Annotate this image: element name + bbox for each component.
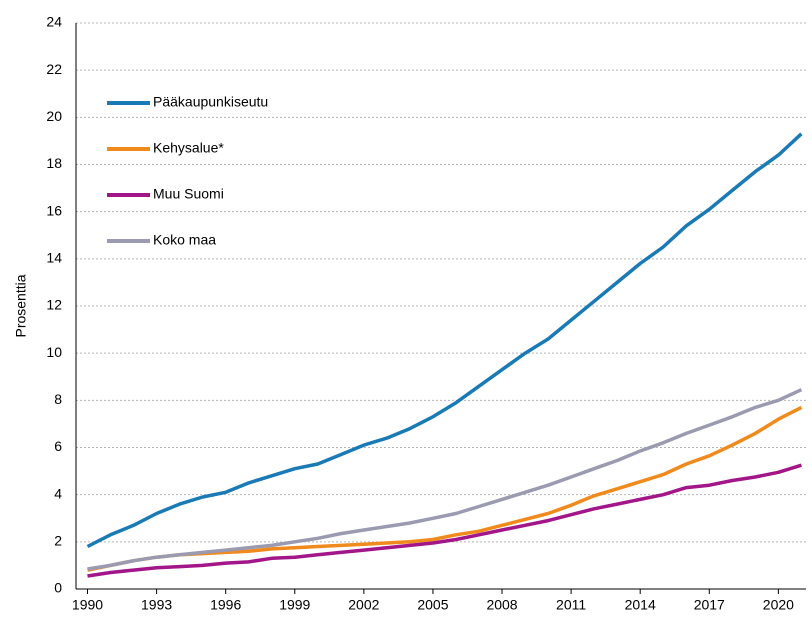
legend-label: Koko maa [153, 232, 216, 248]
x-tick-label: 1996 [210, 597, 241, 613]
x-tick-label: 1990 [72, 597, 103, 613]
y-tick-label: 16 [46, 202, 62, 218]
y-tick-label: 8 [54, 391, 62, 407]
x-tick-label: 2005 [417, 597, 448, 613]
y-tick-label: 4 [54, 485, 62, 501]
data-line [87, 463, 802, 578]
y-tick-label: 24 [46, 14, 62, 30]
y-tick-label: 10 [46, 344, 62, 360]
x-tick-label: 2011 [556, 597, 586, 613]
y-tick-label: 22 [46, 61, 62, 77]
y-tick-label: 14 [46, 250, 62, 266]
x-tick-label: 1999 [279, 597, 310, 613]
x-tick-label: 2020 [763, 597, 794, 613]
y-tick-label: 2 [54, 533, 62, 549]
x-tick-label: 2008 [486, 597, 517, 613]
y-tick-label: 18 [46, 155, 62, 171]
legend-label: Kehysalue* [153, 140, 224, 156]
data-line [87, 388, 803, 571]
x-tick-label: 2017 [694, 597, 725, 613]
y-axis-label: Prosenttia [13, 274, 29, 337]
legend-label: Pääkaupunkiseutu [153, 94, 268, 110]
y-tick-label: 12 [46, 297, 62, 313]
x-tick-label: 2002 [348, 597, 379, 613]
y-tick-label: 20 [46, 108, 62, 124]
y-tick-label: 0 [54, 580, 62, 596]
x-tick-label: 1993 [141, 597, 172, 613]
legend-label: Muu Suomi [153, 186, 224, 202]
x-tick-label: 2014 [625, 597, 656, 613]
y-tick-label: 6 [54, 438, 62, 454]
data-line [86, 132, 803, 549]
